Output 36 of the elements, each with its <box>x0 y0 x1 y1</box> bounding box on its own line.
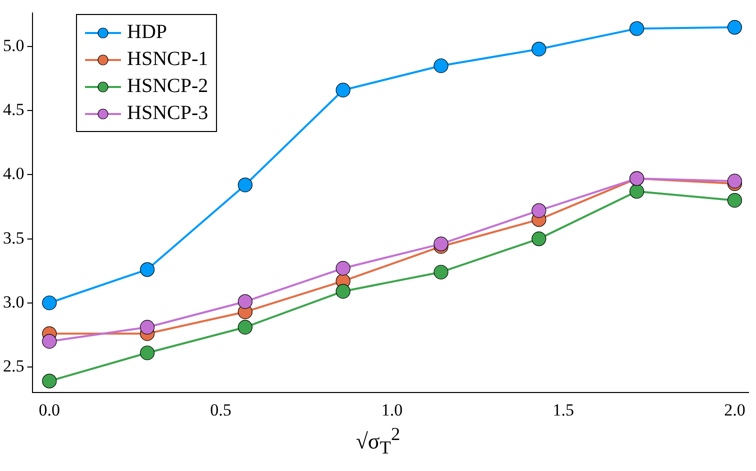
point <box>532 203 546 218</box>
y-tick-label: 5.0 <box>3 36 24 55</box>
point <box>42 334 57 349</box>
x-tick-label: 1.5 <box>552 400 574 420</box>
y-tick-label: 3.0 <box>3 292 24 312</box>
point <box>532 42 546 56</box>
point <box>140 320 155 335</box>
point <box>140 346 155 360</box>
point <box>42 296 57 310</box>
point <box>238 320 252 335</box>
point <box>629 184 644 199</box>
legend-label: HSNCP-1 <box>127 48 208 71</box>
point <box>727 20 742 35</box>
point <box>238 294 252 309</box>
x-tick-label: 0.5 <box>210 400 232 420</box>
legend-label: HDP <box>127 21 168 44</box>
point <box>42 374 57 388</box>
legend-label: HSNCP-2 <box>127 75 208 98</box>
x-tick-label: 0.0 <box>38 400 60 420</box>
point <box>336 260 350 276</box>
point <box>727 193 742 208</box>
y-tick-label: 4.0 <box>3 164 24 184</box>
legend-label: HSNCP-3 <box>127 102 208 125</box>
point <box>434 58 448 74</box>
x-tick-label: 1.0 <box>381 400 403 420</box>
point <box>336 82 350 98</box>
point <box>238 178 252 192</box>
point <box>336 284 350 299</box>
point <box>434 264 448 280</box>
point <box>140 262 155 277</box>
y-tick-label: 3.5 <box>3 228 24 248</box>
point <box>629 21 644 36</box>
point <box>532 231 546 246</box>
y-tick-label: 2.5 <box>3 356 24 376</box>
x-tick-label: 2.0 <box>724 400 746 420</box>
y-tick-label: 4.5 <box>3 100 24 120</box>
